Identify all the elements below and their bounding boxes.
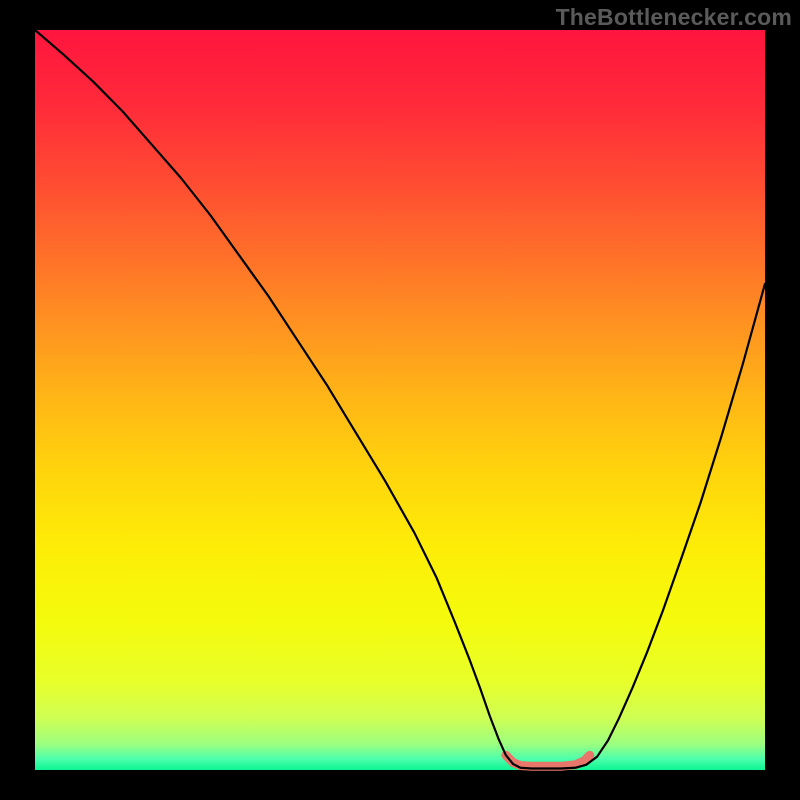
watermark-text: TheBottlenecker.com <box>556 4 792 31</box>
bottleneck-curve-chart <box>0 0 800 800</box>
plot-background <box>35 30 765 770</box>
chart-container: { "watermark": { "text": "TheBottlenecke… <box>0 0 800 800</box>
